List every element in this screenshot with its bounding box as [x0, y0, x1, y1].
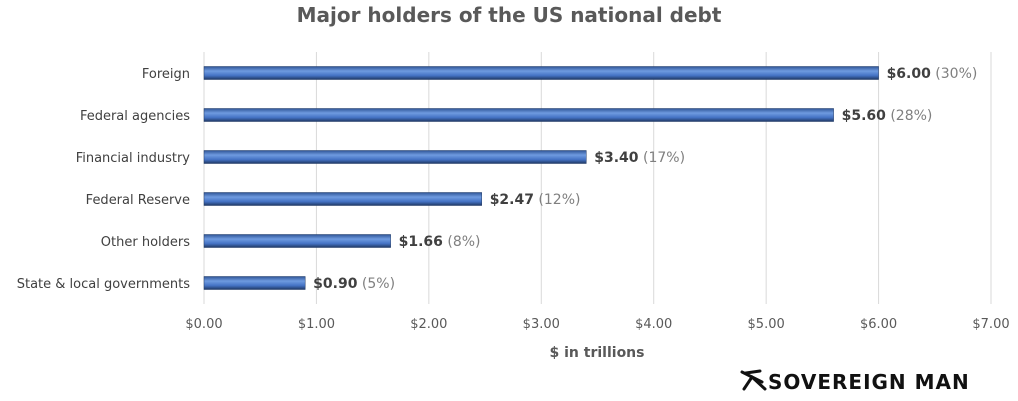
bar	[203, 192, 482, 206]
x-tick-label: $2.00	[410, 317, 447, 332]
category-label: Financial industry	[76, 151, 191, 166]
data-label: $1.66 (8%)	[399, 234, 481, 250]
category-label: Foreign	[142, 67, 190, 82]
running-man-icon	[740, 369, 767, 391]
x-tick-label: $0.00	[185, 317, 222, 332]
category-label: Federal Reserve	[86, 193, 190, 208]
x-tick-label: $5.00	[748, 317, 785, 332]
bar	[203, 234, 391, 248]
category-label: State & local governments	[17, 277, 190, 292]
data-label: $6.00 (30%)	[887, 66, 978, 82]
bar	[203, 150, 587, 164]
bar	[203, 108, 834, 122]
chart-title: Major holders of the US national debt	[297, 3, 722, 27]
data-label: $2.47 (12%)	[490, 192, 581, 208]
x-tick-label: $3.00	[523, 317, 560, 332]
data-label: $3.40 (17%)	[594, 150, 685, 166]
x-tick-label: $7.00	[972, 317, 1009, 332]
data-label: $5.60 (28%)	[842, 108, 933, 124]
x-axis-label: $ in trillions	[550, 345, 645, 361]
x-tick-label: $4.00	[635, 317, 672, 332]
category-label: Other holders	[101, 235, 190, 250]
bar	[203, 276, 306, 290]
category-label: Federal agencies	[80, 109, 190, 124]
logo-text: SOVEREIGN MAN	[768, 370, 970, 394]
x-tick-label: $6.00	[860, 317, 897, 332]
x-tick-label: $1.00	[298, 317, 335, 332]
sovereign-man-logo: SOVEREIGN MAN	[740, 369, 970, 394]
data-label: $0.90 (5%)	[313, 276, 395, 292]
bar	[203, 66, 879, 80]
